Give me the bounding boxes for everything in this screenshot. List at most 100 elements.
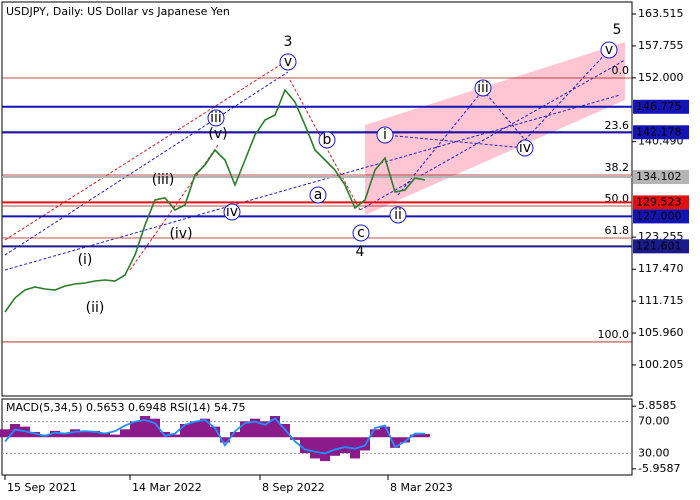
- wave-label: (v): [208, 126, 227, 142]
- macd-bar: [90, 430, 100, 438]
- macd-bar: [320, 437, 330, 462]
- wave-circle: [318, 131, 336, 149]
- fib-label: 100.0: [598, 328, 630, 341]
- macd-bar: [0, 429, 10, 438]
- macd-bar: [180, 423, 190, 438]
- wave-circle: [474, 79, 492, 97]
- y-tick-label: 157.755: [638, 39, 684, 52]
- wave-label: v: [605, 42, 613, 58]
- fib-label: 61.8: [605, 224, 630, 237]
- macd-bar: [50, 430, 60, 438]
- wave-label: a: [314, 187, 323, 203]
- wave-label: iv: [226, 204, 238, 220]
- macd-bar: [140, 416, 150, 438]
- wave-circle: [600, 41, 618, 59]
- trend-lines: [4, 49, 626, 271]
- macd-bar: [220, 437, 230, 443]
- wave-circle: [223, 203, 241, 221]
- wave-label: b: [323, 132, 332, 148]
- wave-circle: [376, 126, 394, 144]
- wave-circle: [389, 206, 407, 224]
- macd-bar: [270, 416, 280, 438]
- macd-bar: [70, 429, 80, 438]
- channel: [365, 42, 625, 215]
- level-box: [633, 209, 689, 224]
- level-box: [633, 99, 689, 114]
- y-tick-label: 163.515: [638, 7, 684, 20]
- main-frame: [1, 1, 633, 397]
- level-label: 121.601: [636, 239, 682, 252]
- macd-bar: [200, 418, 210, 438]
- x-tick-label: 8 Sep 2022: [262, 481, 325, 494]
- macd-bar: [260, 421, 270, 438]
- macd-bar: [400, 437, 410, 443]
- macd-bar: [380, 426, 390, 438]
- y2-tick-label: 30.00: [638, 446, 670, 459]
- wave-circle: [352, 224, 370, 242]
- x-tick-label: 14 Mar 2022: [132, 481, 202, 494]
- wave-label: 3: [284, 34, 293, 50]
- wave-label: c: [357, 225, 365, 241]
- wave-label: iv: [519, 140, 531, 156]
- level-label: 127.000: [636, 209, 682, 222]
- macd-bar: [410, 434, 420, 438]
- macd-bar: [110, 434, 120, 438]
- macd-bar: [310, 437, 320, 459]
- fib-label: 23.6: [605, 119, 630, 132]
- macd-bar: [330, 437, 340, 456]
- macd-bar: [190, 421, 200, 438]
- level-label: 129.523: [636, 195, 682, 208]
- macd-bar: [370, 429, 380, 438]
- macd-bar: [130, 421, 140, 438]
- wave-label: v: [284, 54, 292, 70]
- macd-bar: [290, 437, 300, 440]
- macd-bar: [230, 431, 240, 438]
- level-label: 134.102: [636, 170, 682, 183]
- price-line: [4, 88, 426, 313]
- wave-label: 5: [613, 22, 622, 38]
- fib-label: 38.2: [605, 161, 630, 174]
- level-box: [633, 239, 689, 254]
- wave-circle: [279, 53, 297, 71]
- macd-bar: [340, 437, 350, 454]
- macd-bar: [60, 432, 70, 438]
- wave-label: (iii): [152, 172, 175, 188]
- level-box: [633, 195, 689, 210]
- macd-bar: [150, 418, 160, 438]
- wave-circle: [309, 186, 327, 204]
- wave-label: (iv): [169, 226, 192, 242]
- macd-bar: [210, 426, 220, 438]
- wave-label: 4: [356, 244, 365, 260]
- level-box: [633, 170, 689, 185]
- macd-bar: [80, 431, 90, 438]
- y-tick-label: 152.000: [638, 71, 684, 84]
- macd-bar: [120, 429, 130, 438]
- y-tick-label: 117.470: [638, 262, 684, 275]
- y2-tick-label: 70.00: [638, 415, 670, 428]
- wave-label: i: [383, 127, 387, 143]
- level-label: 142.178: [636, 125, 682, 138]
- level-label: 146.775: [636, 100, 682, 113]
- wave-label: ii: [394, 207, 402, 223]
- rsi-line: [4, 417, 426, 455]
- macd-bar: [240, 421, 250, 438]
- macd-bar: [300, 437, 310, 454]
- wave-circle: [516, 139, 534, 157]
- macd-bar: [30, 431, 40, 438]
- macd-bar: [170, 434, 180, 438]
- level-box: [633, 125, 689, 140]
- wave-label: (i): [78, 252, 93, 268]
- macd-bar: [390, 437, 400, 448]
- fib-label: 0.0: [612, 64, 630, 77]
- wave-circle: [207, 109, 225, 127]
- y-tick-label: 100.205: [638, 358, 684, 371]
- wave-label: iii: [477, 80, 489, 96]
- macd-bar: [250, 418, 260, 438]
- x-tick-label: 15 Sep 2021: [7, 481, 77, 494]
- x-tick-label: 8 Mar 2023: [390, 481, 453, 494]
- wave-label: iii: [210, 110, 222, 126]
- chart-title: USDJPY, Daily: US Dollar vs Japanese Yen: [6, 5, 230, 18]
- y-tick-label: -5.9587: [638, 462, 680, 475]
- indicator-title: MACD(5,34,5) 0.5653 0.6948 RSI(14) 54.75: [6, 401, 245, 414]
